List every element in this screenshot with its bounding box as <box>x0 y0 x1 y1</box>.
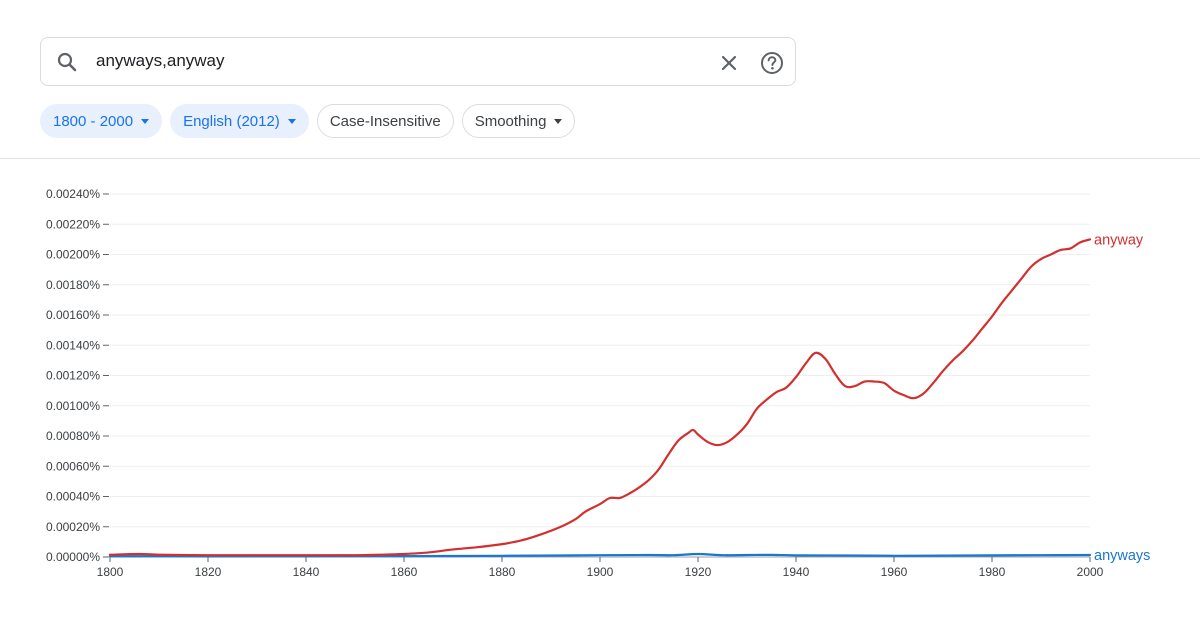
corpus-dropdown[interactable]: English (2012) <box>170 104 309 138</box>
series-line-anyway[interactable] <box>108 238 1092 557</box>
series-lines <box>108 238 1092 558</box>
y-tick-label: 0.00120% <box>46 369 100 383</box>
search-input[interactable]: anyways,anyway <box>96 51 225 70</box>
case-insensitive-label: Case-Insensitive <box>329 112 441 130</box>
x-tick-label: 1860 <box>391 565 418 579</box>
x-axis: 1800 1820 1840 1860 1880 1900 1920 1940 1960 1980… <box>97 556 1104 579</box>
series-labels: anyways anyway <box>1094 232 1150 564</box>
y-tick-label: 0.00240% <box>46 187 100 201</box>
x-tick-label: 1880 <box>489 565 516 579</box>
year-range-label: 1800 - 2000 <box>53 112 134 130</box>
y-axis: 0.00000% 0.00020% 0.00040% 0.00060% 0.00080%… <box>46 187 109 564</box>
divider <box>0 158 1200 159</box>
x-tick-label: 1800 <box>97 565 124 579</box>
y-tick-label: 0.00200% <box>46 248 100 262</box>
chevron-down-icon <box>141 118 150 124</box>
close-icon[interactable] <box>717 51 741 75</box>
series-label-anyway[interactable]: anyway <box>1094 232 1144 248</box>
chevron-down-icon <box>287 118 296 124</box>
y-tick-label: 0.00100% <box>46 399 100 413</box>
y-tick-label: 0.00060% <box>46 459 100 473</box>
smoothing-label: Smoothing <box>474 112 547 130</box>
y-tick-label: 0.00220% <box>46 217 100 231</box>
chevron-down-icon <box>554 118 563 124</box>
search-box[interactable]: anyways,anyway <box>40 37 796 86</box>
search-icon <box>57 52 77 72</box>
case-insensitive-toggle[interactable]: Case-Insensitive <box>316 104 454 138</box>
y-tick-label: 0.00040% <box>46 490 100 504</box>
smoothing-dropdown[interactable]: Smoothing <box>461 104 576 138</box>
grid-lines <box>110 193 1090 558</box>
help-icon[interactable] <box>759 50 785 76</box>
series-label-anyways[interactable]: anyways <box>1094 548 1150 564</box>
y-tick-label: 0.00080% <box>46 429 100 443</box>
x-tick-label: 2000 <box>1077 565 1104 579</box>
y-tick-label: 0.00160% <box>46 308 100 322</box>
x-tick-label: 1980 <box>979 565 1006 579</box>
y-tick-label: 0.00140% <box>46 338 100 352</box>
y-tick-label: 0.00020% <box>46 520 100 534</box>
x-tick-label: 1900 <box>587 565 614 579</box>
x-tick-label: 1820 <box>195 565 222 579</box>
year-range-dropdown[interactable]: 1800 - 2000 <box>40 104 163 138</box>
x-tick-label: 1960 <box>881 565 908 579</box>
x-tick-label: 1920 <box>685 565 712 579</box>
x-tick-label: 1940 <box>783 565 810 579</box>
y-tick-label: 0.00000% <box>46 550 100 564</box>
ngram-chart: 0.00000% 0.00020% 0.00040% 0.00060% 0.00080%… <box>46 187 1150 579</box>
y-tick-label: 0.00180% <box>46 278 100 292</box>
corpus-label: English (2012) <box>183 112 280 130</box>
filter-chips: 1800 - 2000 English (2012) Case-Insensit… <box>40 104 576 138</box>
x-tick-label: 1840 <box>293 565 320 579</box>
